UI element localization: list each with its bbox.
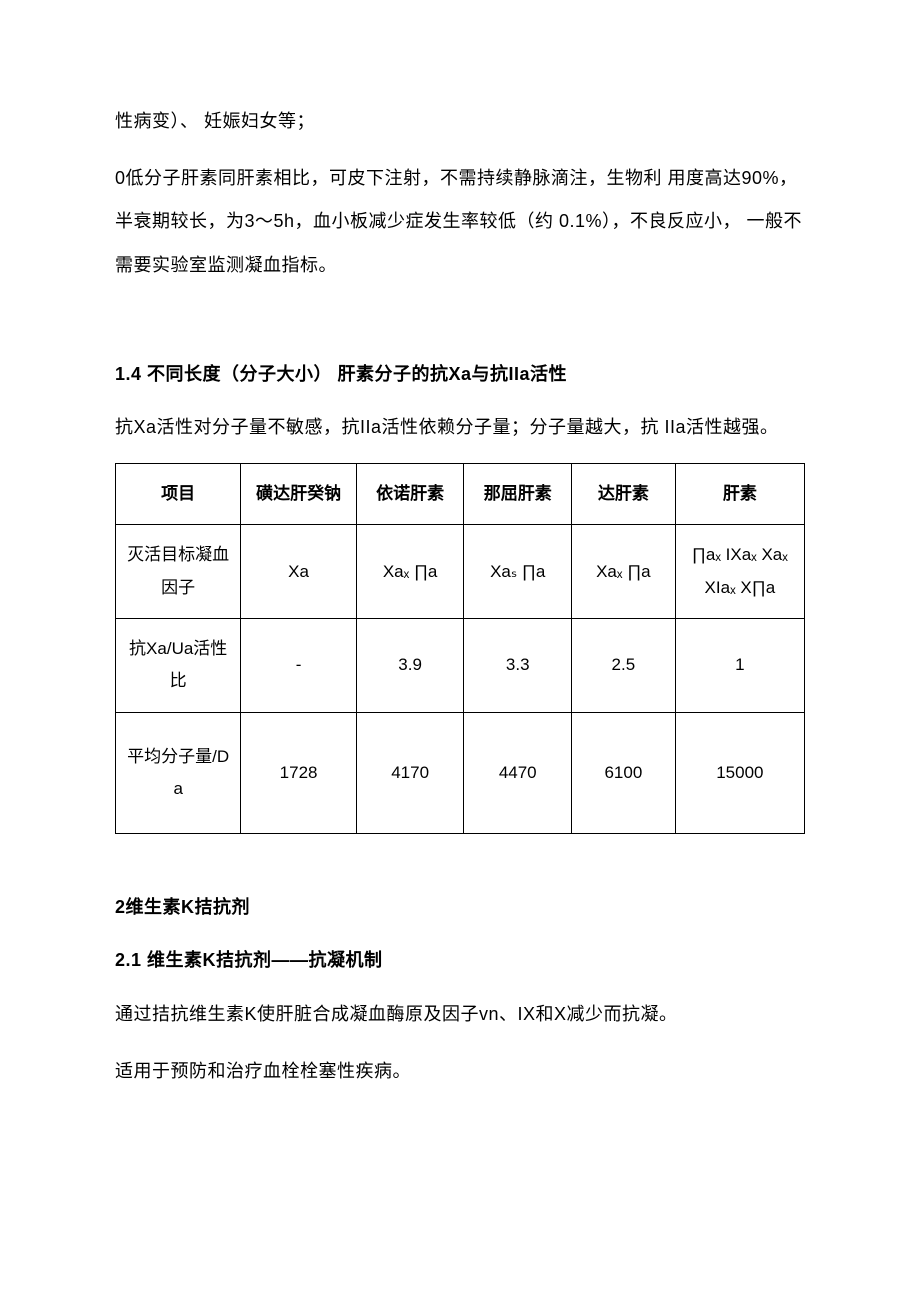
table-cell: ∏aₓ IXaₓ Xaₓ XIaₓ X∏a <box>675 525 804 619</box>
table-cell: 1728 <box>241 712 356 834</box>
heading-2-1: 2.1 维生素K拮抗剂——抗凝机制 <box>115 939 805 982</box>
table-cell: Xaₛ ∏a <box>464 525 572 619</box>
table-row: 抗Xa/Ua活性比 - 3.9 3.3 2.5 1 <box>116 619 805 713</box>
table-cell: - <box>241 619 356 713</box>
heading-2: 2维生素K拮抗剂 <box>115 886 805 929</box>
section-2-1-p2: 适用于预防和治疗血栓栓塞性疾病。 <box>115 1050 805 1093</box>
table-cell: Xa <box>241 525 356 619</box>
document-page: 性病变）、 妊娠妇女等； 0低分子肝素同肝素相比，可皮下注射，不需持续静脉滴注，… <box>0 0 920 1301</box>
table-cell: 4170 <box>356 712 464 834</box>
table-header-cell: 肝素 <box>675 464 804 525</box>
table-header-row: 项目 磺达肝癸钠 依诺肝素 那屈肝素 达肝素 肝素 <box>116 464 805 525</box>
section-1-4-intro: 抗Xa活性对分子量不敏感，抗IIa活性依赖分子量；分子量越大，抗 IIa活性越强… <box>115 406 805 449</box>
table-cell: 2.5 <box>572 619 676 713</box>
table-header-cell: 依诺肝素 <box>356 464 464 525</box>
paragraph-2: 0低分子肝素同肝素相比，可皮下注射，不需持续静脉滴注，生物利 用度高达90%，半… <box>115 157 805 287</box>
table-cell-label: 灭活目标凝血因子 <box>116 525 241 619</box>
table-cell: 4470 <box>464 712 572 834</box>
table-cell: Xaₓ ∏a <box>572 525 676 619</box>
paragraph-1: 性病变）、 妊娠妇女等； <box>115 100 805 143</box>
table-header-cell: 磺达肝癸钠 <box>241 464 356 525</box>
heading-1-4: 1.4 不同长度（分子大小） 肝素分子的抗Xa与抗IIa活性 <box>115 353 805 396</box>
heparin-comparison-table: 项目 磺达肝癸钠 依诺肝素 那屈肝素 达肝素 肝素 灭活目标凝血因子 Xa Xa… <box>115 463 805 834</box>
table-cell-label: 平均分子量/D a <box>116 712 241 834</box>
table-header-cell: 达肝素 <box>572 464 676 525</box>
table-cell: Xaₓ ∏a <box>356 525 464 619</box>
table-cell-label: 抗Xa/Ua活性比 <box>116 619 241 713</box>
table-cell: 15000 <box>675 712 804 834</box>
table-row: 灭活目标凝血因子 Xa Xaₓ ∏a Xaₛ ∏a Xaₓ ∏a ∏aₓ IXa… <box>116 525 805 619</box>
table-row: 平均分子量/D a 1728 4170 4470 6100 15000 <box>116 712 805 834</box>
table-cell: 3.9 <box>356 619 464 713</box>
table-header-cell: 项目 <box>116 464 241 525</box>
table-cell: 6100 <box>572 712 676 834</box>
table-cell: 3.3 <box>464 619 572 713</box>
section-2-1-p1: 通过拮抗维生素K使肝脏合成凝血酶原及因子vn、IX和X减少而抗凝。 <box>115 993 805 1036</box>
table-cell: 1 <box>675 619 804 713</box>
table-header-cell: 那屈肝素 <box>464 464 572 525</box>
